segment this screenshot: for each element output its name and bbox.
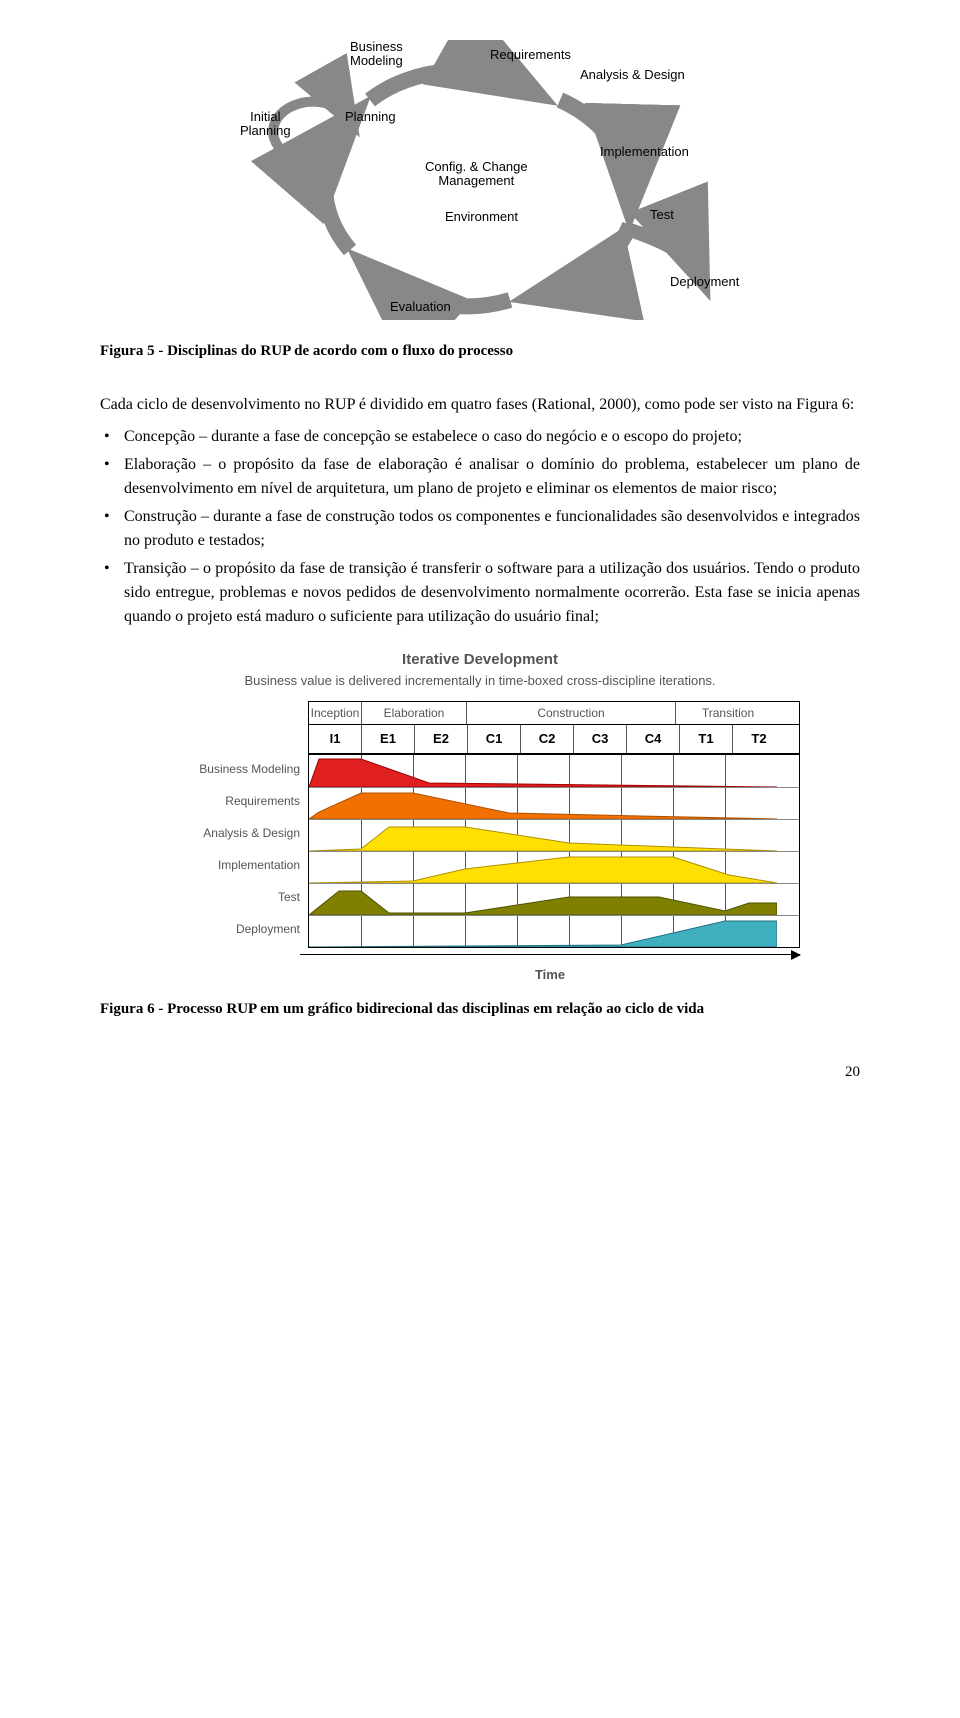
d2-title: Iterative Development [160, 649, 800, 672]
bullet-transicao: Transição – o propósito da fase de trans… [100, 557, 860, 629]
d2-iteration-cell: I1 [309, 725, 362, 753]
d2-row-label: Deployment [160, 913, 300, 945]
d2-row-label: Requirements [160, 785, 300, 817]
figure5-caption: Figura 5 - Disciplinas do RUP de acordo … [100, 340, 900, 363]
d2-shape-test [309, 883, 777, 915]
d2-chart-body [309, 755, 799, 947]
d2-discipline-labels: Business Modeling Requirements Analysis … [160, 701, 308, 948]
label-test: Test [650, 208, 674, 222]
d2-iteration-cell: C1 [468, 725, 521, 753]
bullet-concepcao: Concepção – durante a fase de concepção … [100, 425, 860, 449]
d2-subtitle: Business value is delivered incrementall… [160, 671, 800, 691]
bullet-elaboracao: Elaboração – o propósito da fase de elab… [100, 453, 860, 501]
d2-iteration-cell: T1 [680, 725, 733, 753]
bullet-construcao: Construção – durante a fase de construçã… [100, 505, 860, 553]
d2-iteration-cell: C3 [574, 725, 627, 753]
label-business-modeling: BusinessModeling [350, 40, 403, 69]
d2-chart-area: InceptionElaborationConstructionTransiti… [308, 701, 800, 948]
label-analysis-design: Analysis & Design [580, 68, 685, 82]
label-implementation: Implementation [600, 145, 689, 159]
d2-iteration-header: I1E1E2C1C2C3C4T1T2 [309, 725, 799, 755]
d2-phase-cell: Transition [676, 702, 780, 724]
rup-cycle-diagram: InitialPlanning BusinessModeling Plannin… [200, 40, 760, 320]
d2-phase-cell: Elaboration [362, 702, 467, 724]
intro-paragraph: Cada ciclo de desenvolvimento no RUP é d… [100, 393, 860, 417]
d2-iteration-cell: C4 [627, 725, 680, 753]
label-evaluation: Evaluation [390, 300, 451, 314]
label-initial-planning: InitialPlanning [240, 110, 291, 139]
phase-bullet-list: Concepção – durante a fase de concepção … [100, 425, 860, 629]
d2-row-label: Analysis & Design [160, 817, 300, 849]
d2-row-label: Business Modeling [160, 753, 300, 785]
d2-shape-deployment [309, 915, 777, 947]
d2-iteration-cell: T2 [733, 725, 785, 753]
d2-iteration-cell: E2 [415, 725, 468, 753]
label-environment: Environment [445, 210, 518, 224]
d2-time-label: Time [160, 965, 800, 985]
page-number: 20 [60, 1061, 860, 1084]
d2-phase-cell: Construction [467, 702, 676, 724]
d2-shape-analysis_design [309, 819, 777, 851]
label-requirements: Requirements [490, 48, 571, 62]
d2-time-axis [300, 954, 800, 955]
d2-iteration-cell: C2 [521, 725, 574, 753]
d2-shape-business_modeling [309, 755, 777, 787]
d2-shape-requirements [309, 787, 777, 819]
d2-row-label: Implementation [160, 849, 300, 881]
d2-shape-implementation [309, 851, 777, 883]
figure6-caption: Figura 6 - Processo RUP em um gráfico bi… [100, 998, 900, 1021]
d2-phase-cell: Inception [309, 702, 362, 724]
d2-phase-header: InceptionElaborationConstructionTransiti… [309, 702, 799, 725]
label-config-change: Config. & ChangeManagement [425, 160, 528, 189]
d2-iteration-cell: E1 [362, 725, 415, 753]
d2-row-label: Test [160, 881, 300, 913]
label-deployment: Deployment [670, 275, 739, 289]
iterative-development-chart: Iterative Development Business value is … [160, 649, 800, 985]
label-planning: Planning [345, 110, 396, 124]
